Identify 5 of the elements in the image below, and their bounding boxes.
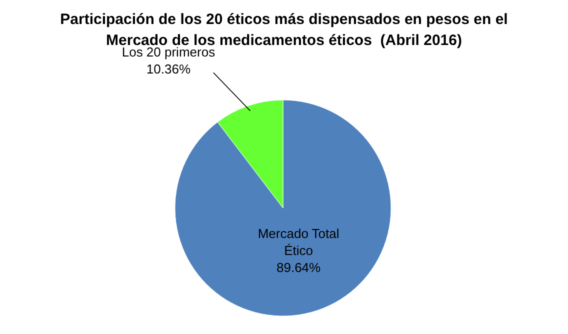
data-label: 89.64% bbox=[276, 260, 322, 276]
pie-slice bbox=[174, 100, 392, 316]
slice-label: Mercado Total Ético bbox=[258, 226, 340, 258]
slice-label: Los 20 primeros bbox=[122, 44, 216, 60]
data-label: 10.36% bbox=[146, 62, 191, 77]
